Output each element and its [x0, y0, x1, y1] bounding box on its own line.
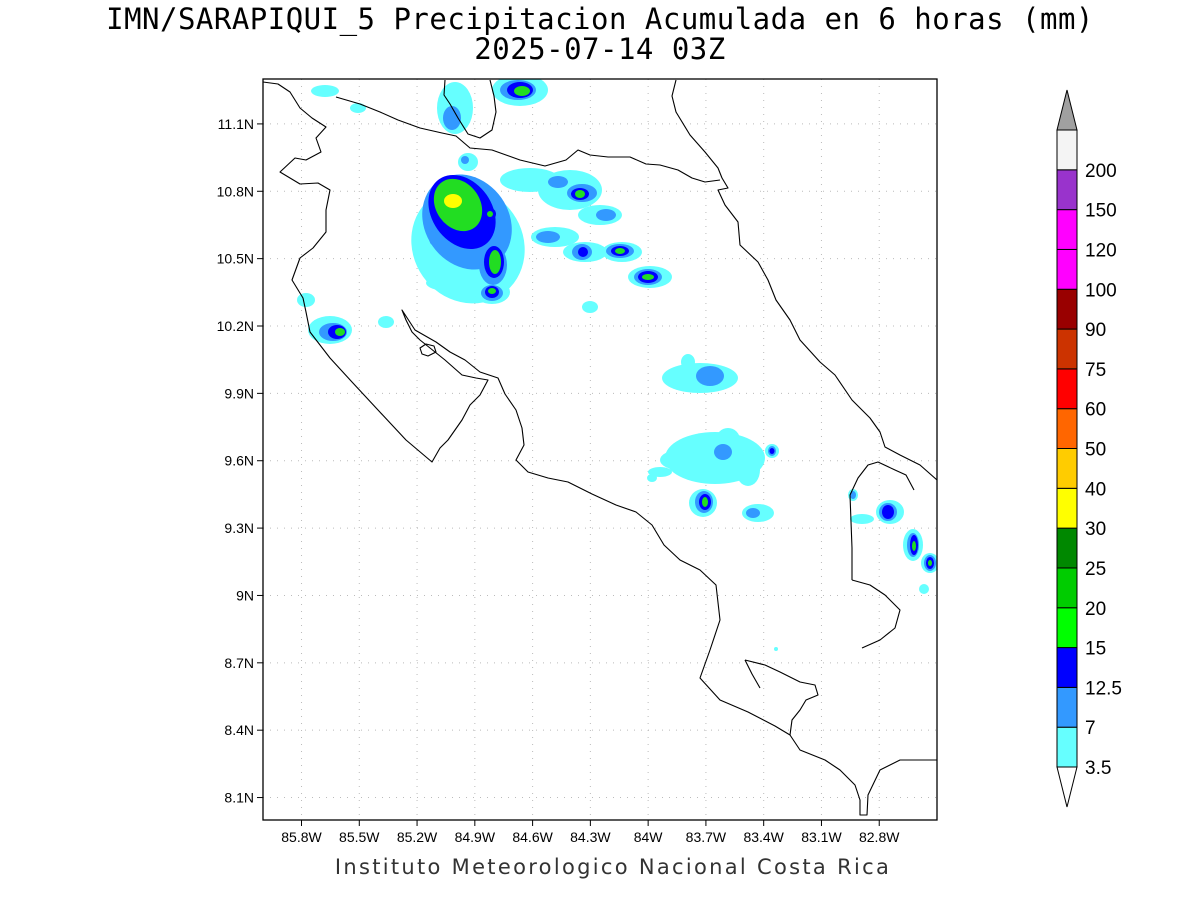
lat-tick-label: 10.2N	[217, 318, 254, 334]
plot-frame	[262, 78, 938, 821]
colorbar-bin	[1056, 209, 1078, 250]
color-legend: 3.5 7 12.5 15 20 25 30 40 50 60 75 90 100 120 150 200	[1056, 89, 1122, 808]
lat-tick-label: 9.6N	[224, 453, 254, 469]
colorbar-over-triangle	[1056, 89, 1078, 131]
lat-tick-label: 8.1N	[224, 790, 254, 806]
colorbar-bin	[1056, 248, 1078, 290]
lat-tick-label: 8.7N	[224, 655, 254, 671]
colorbar-bin	[1056, 169, 1078, 211]
lon-tick-label: 85.5W	[339, 829, 380, 845]
colorbar-bin	[1056, 368, 1078, 410]
lon-tick-label: 84.6W	[512, 829, 553, 845]
lat-tick-label: 10.8N	[217, 183, 254, 199]
colorbar-label: 3.5	[1085, 758, 1111, 779]
lon-tick-label: 83.1W	[801, 829, 842, 845]
colorbar-label: 15	[1085, 639, 1106, 660]
lat-tick-label: 9.9N	[224, 385, 254, 401]
lat-tick-label: 9.3N	[224, 520, 254, 536]
precip-band-30	[444, 194, 462, 208]
colorbar-under-triangle	[1056, 766, 1078, 808]
colorbar-label: 150	[1085, 201, 1117, 222]
colorbar-label: 30	[1085, 519, 1106, 540]
lon-tick-label: 85.2W	[397, 829, 438, 845]
lat-tick-label: 11.1N	[218, 116, 254, 132]
colorbar-bin	[1056, 129, 1078, 171]
precipitation-layer	[297, 79, 937, 651]
colorbar-bin	[1056, 726, 1078, 768]
colorbar-label: 25	[1085, 559, 1106, 580]
latitude-axis: 11.1N 10.8N 10.5N 10.2N 9.9N 9.6N 9.3N 9N 8.7N 8.…	[217, 116, 263, 806]
longitude-axis: 85.8W 85.5W 85.2W 84.9W 84.6W 84.3W 84W 83.7W 83…	[281, 820, 900, 845]
colorbar-label: 50	[1085, 440, 1106, 461]
lon-tick-label: 83.4W	[743, 829, 784, 845]
lon-tick-label: 83.7W	[686, 829, 727, 845]
lat-tick-label: 8.4N	[224, 722, 254, 738]
lon-tick-label: 85.8W	[281, 829, 322, 845]
lat-tick-label: 10.5N	[217, 251, 254, 267]
colorbar-bin	[1056, 686, 1078, 728]
colorbar-label: 20	[1085, 599, 1106, 620]
lon-tick-label: 84.3W	[570, 829, 611, 845]
colorbar-label: 12.5	[1085, 678, 1122, 699]
coastline	[263, 79, 937, 816]
colorbar-bin	[1056, 567, 1078, 609]
colorbar-bin	[1056, 288, 1078, 330]
plot-area	[263, 79, 937, 820]
colorbar-label: 60	[1085, 400, 1106, 421]
colorbar-label: 75	[1085, 360, 1106, 381]
colorbar-label: 90	[1085, 320, 1106, 341]
colorbar-bin	[1056, 527, 1078, 569]
colorbar-label: 100	[1085, 280, 1117, 301]
lon-tick-label: 84W	[634, 829, 664, 845]
colorbar-bin	[1056, 487, 1078, 529]
colorbar-bin	[1056, 647, 1078, 688]
colorbar-bin	[1056, 328, 1078, 370]
lon-tick-label: 82.8W	[859, 829, 900, 845]
lat-tick-label: 9N	[236, 587, 254, 603]
colorbar-bin	[1056, 448, 1078, 489]
colorbar-label: 40	[1085, 479, 1106, 500]
colorbar-bin	[1056, 607, 1078, 649]
colorbar-label: 7	[1085, 718, 1096, 739]
colorbar-bin	[1056, 408, 1078, 449]
map-title: IMN/SARAPIQUI_5 Precipitacion Acumulada …	[106, 2, 1094, 36]
colorbar-label: 120	[1085, 240, 1117, 261]
lon-tick-label: 84.9W	[455, 829, 496, 845]
map-timestamp: 2025-07-14 03Z	[474, 32, 726, 66]
institution-credit: Instituto Meteorologico Nacional Costa R…	[334, 855, 892, 879]
colorbar-label: 200	[1085, 161, 1117, 182]
